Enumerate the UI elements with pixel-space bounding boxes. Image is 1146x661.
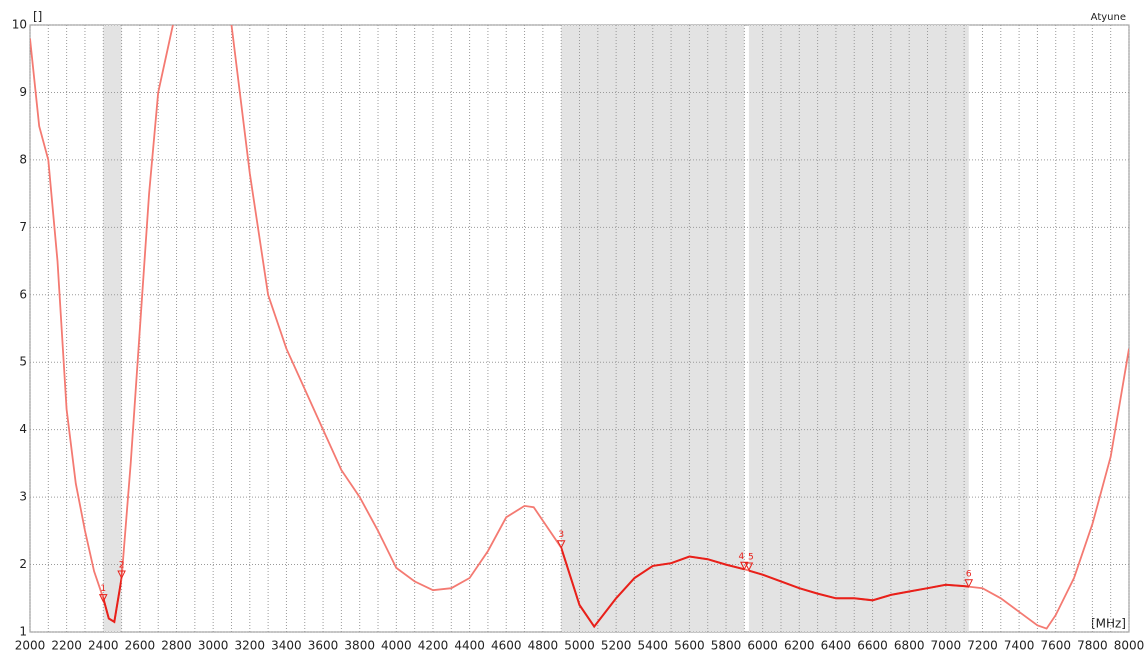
y-tick-label: 3 — [19, 490, 27, 504]
y-tick-label: 8 — [19, 152, 27, 166]
marker — [98, 594, 108, 603]
y-tick-label: 4 — [19, 422, 27, 436]
y-tick-label: 2 — [19, 557, 27, 571]
trace-label: Atyune — [1091, 12, 1126, 23]
x-tick-label: 7600 — [1040, 639, 1071, 653]
marker — [556, 540, 566, 549]
x-tick-label: 5600 — [674, 639, 705, 653]
y-tick-label: 10 — [12, 18, 27, 32]
marker-label: 4 — [738, 552, 744, 562]
x-tick-label: 2200 — [51, 639, 82, 653]
x-tick-label: 5400 — [637, 639, 668, 653]
x-tick-label: 4800 — [528, 639, 559, 653]
marker-label: 2 — [119, 561, 125, 571]
marker-label: 1 — [100, 584, 106, 594]
y-tick-label: 9 — [19, 85, 27, 99]
marker-label: 6 — [966, 569, 972, 579]
x-tick-label: 7400 — [1004, 639, 1035, 653]
x-tick-label: 2400 — [88, 639, 119, 653]
marker-label: 5 — [748, 552, 754, 562]
x-tick-label: 2600 — [125, 639, 156, 653]
x-tick-label: 7000 — [931, 639, 962, 653]
x-tick-label: 7200 — [967, 639, 998, 653]
x-tick-label: 3600 — [308, 639, 339, 653]
marker-label: 3 — [558, 530, 564, 540]
x-tick-label: 3800 — [344, 639, 375, 653]
x-tick-label: 6400 — [821, 639, 852, 653]
band — [748, 25, 969, 632]
x-tick-label: 4600 — [491, 639, 522, 653]
x-tick-label: 3200 — [235, 639, 266, 653]
x-tick-label: 6200 — [784, 639, 815, 653]
x-tick-label: 3400 — [271, 639, 302, 653]
x-tick-label: 2000 — [15, 639, 46, 653]
x-tick-label: 6000 — [747, 639, 778, 653]
band — [103, 25, 122, 632]
x-tick-label: 3000 — [198, 639, 229, 653]
y-tick-label: 5 — [19, 355, 27, 369]
x-tick-label: 4400 — [454, 639, 485, 653]
x-tick-label: 5200 — [601, 639, 632, 653]
x-tick-label: 4000 — [381, 639, 412, 653]
x-tick-label: 7800 — [1077, 639, 1108, 653]
plot-clip-group — [30, 25, 1129, 630]
y-axis-label: [] — [33, 10, 42, 24]
x-tick-label: 8000 — [1114, 639, 1145, 653]
marker — [740, 561, 749, 571]
x-axis-label: [MHz] — [1091, 617, 1126, 631]
x-tick-label: 2800 — [161, 639, 192, 653]
x-tick-label: 6800 — [894, 639, 925, 653]
y-tick-label: 6 — [19, 287, 27, 301]
marker — [964, 579, 974, 588]
y-tick-label: 1 — [19, 625, 27, 639]
x-tick-label: 6600 — [857, 639, 888, 653]
marker — [117, 570, 126, 580]
y-tick-label: 7 — [19, 220, 27, 234]
x-tick-label: 5800 — [711, 639, 742, 653]
x-tick-label: 5000 — [564, 639, 595, 653]
x-tick-label: 4200 — [418, 639, 449, 653]
marker — [744, 562, 754, 572]
